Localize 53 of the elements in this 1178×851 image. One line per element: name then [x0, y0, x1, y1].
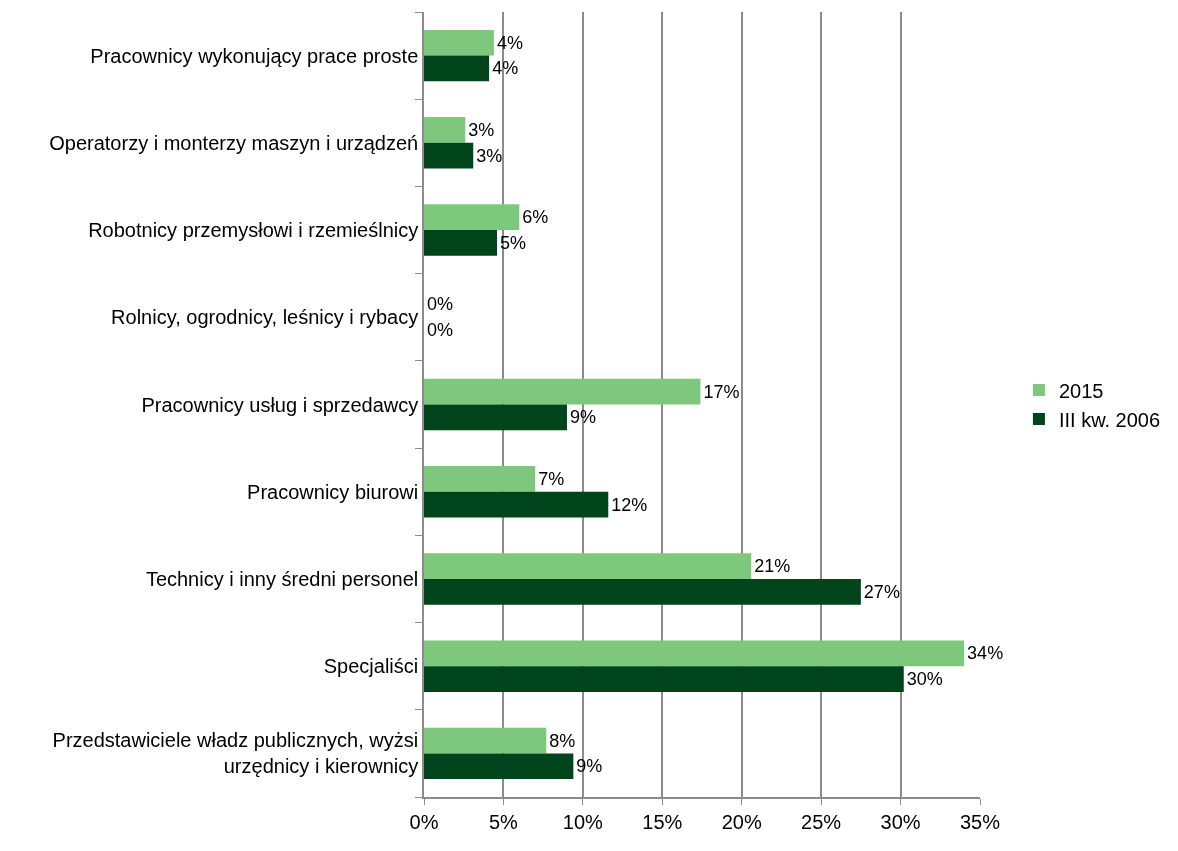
data-label: 17% — [703, 381, 740, 402]
y-tick-label: Robotnicy przemysłowi i rzemieślnicy — [88, 219, 419, 242]
bar — [424, 204, 520, 231]
data-label: 7% — [538, 468, 565, 489]
y-tick-label: Pracownicy usług i sprzedawcy — [141, 393, 419, 416]
data-label: 12% — [611, 494, 648, 515]
bar — [424, 404, 567, 431]
data-label: 0% — [427, 320, 454, 341]
data-label: 9% — [576, 756, 603, 777]
x-tick-label: 35% — [959, 810, 1001, 833]
x-tick-label: 20% — [721, 810, 762, 833]
y-tick-label: Specjaliści — [323, 655, 419, 678]
bar — [424, 55, 490, 82]
data-label: 30% — [906, 669, 943, 690]
data-label: 6% — [522, 207, 549, 228]
bar — [424, 553, 752, 579]
bar — [424, 491, 609, 518]
bar — [424, 666, 904, 692]
y-tick-label: Rolnicy, ogrodnicy, leśnicy i rybacy — [111, 306, 419, 329]
bar — [424, 465, 536, 492]
bar — [424, 378, 701, 405]
bar — [424, 230, 498, 256]
x-tick-label: 5% — [488, 810, 519, 833]
data-label: 3% — [476, 145, 503, 166]
data-label: 21% — [754, 556, 791, 577]
data-label: 34% — [967, 643, 1004, 664]
data-label: 4% — [492, 58, 519, 79]
x-tick-label: 10% — [562, 810, 604, 833]
x-tick-label: 25% — [801, 810, 842, 833]
y-tick-label: Pracownicy biurowi — [247, 480, 419, 503]
x-tick-label: 15% — [642, 810, 683, 833]
data-label: 5% — [500, 232, 527, 253]
data-label: 9% — [569, 407, 596, 428]
bar — [424, 29, 494, 56]
x-tick-label: 0% — [409, 810, 439, 833]
bar — [424, 727, 547, 754]
data-label: 3% — [468, 119, 495, 140]
data-label: 8% — [549, 730, 576, 751]
bar — [424, 753, 574, 780]
y-tick-label: Przedstawiciele władz publicznych, wyżsi urzędnicy i kierownicy — [52, 729, 419, 778]
bar — [424, 117, 466, 143]
data-label: 4% — [496, 32, 523, 53]
x-tick-label: 30% — [880, 810, 921, 833]
data-label: 27% — [863, 581, 900, 602]
legend-label: III kw. 2006 — [1058, 408, 1161, 431]
bar — [424, 578, 861, 605]
bar — [424, 640, 965, 667]
data-label: 0% — [427, 294, 454, 315]
y-tick-label: Pracownicy wykonujący prace proste — [90, 44, 419, 67]
y-tick-label: Operatorzy i monterzy maszyn i urządzeń — [49, 131, 419, 154]
y-tick-label: Technicy i inny średni personel — [145, 567, 419, 590]
bar — [424, 142, 474, 169]
legend-label: 2015 — [1058, 379, 1104, 402]
